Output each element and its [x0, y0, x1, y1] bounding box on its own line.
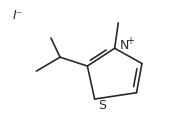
Text: N: N: [120, 39, 130, 52]
Text: I⁻: I⁻: [13, 9, 23, 22]
Text: +: +: [126, 36, 134, 46]
Text: S: S: [98, 99, 106, 112]
